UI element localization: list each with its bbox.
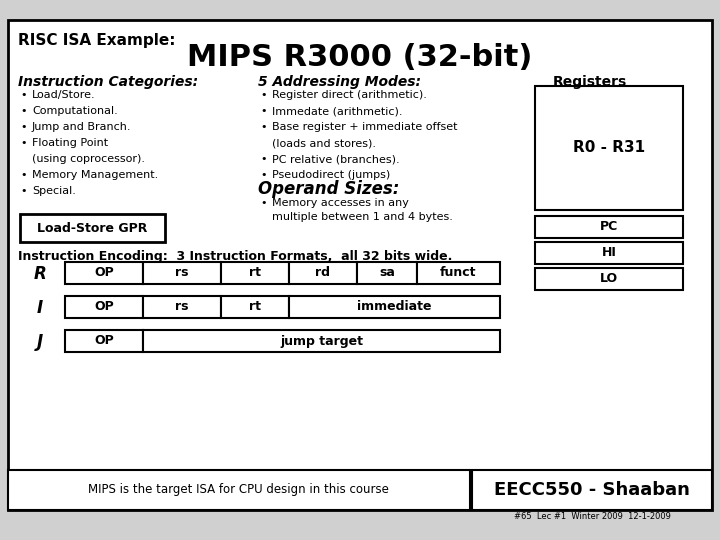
Bar [357,262,417,284]
Bar [535,86,683,210]
Bar [143,296,221,318]
Text: Load-Store GPR: Load-Store GPR [37,221,147,234]
Text: #65  Lec #1  Winter 2009  12-1-2009: #65 Lec #1 Winter 2009 12-1-2009 [513,512,670,521]
Text: R: R [34,265,46,283]
Bar [65,330,143,352]
Text: MIPS is the target ISA for CPU design in this course: MIPS is the target ISA for CPU design in… [88,483,388,496]
Text: •: • [20,106,27,116]
Text: MIPS R3000 (32-bit): MIPS R3000 (32-bit) [187,43,533,72]
Text: rs: rs [175,300,189,314]
Text: (using coprocessor).: (using coprocessor). [32,154,145,164]
Text: Load/Store.: Load/Store. [32,90,96,100]
Text: I: I [37,299,43,317]
Text: Pseudodirect (jumps): Pseudodirect (jumps) [272,170,390,180]
Text: jump target: jump target [280,334,363,348]
Text: immediate: immediate [357,300,432,314]
Text: multiple between 1 and 4 bytes.: multiple between 1 and 4 bytes. [272,212,453,222]
Text: (loads and stores).: (loads and stores). [272,138,376,148]
Bar [65,296,143,318]
Text: Register direct (arithmetic).: Register direct (arithmetic). [272,90,427,100]
Text: •: • [260,122,266,132]
Text: rt: rt [249,267,261,280]
Bar [535,268,683,290]
Text: EECC550 - Shaaban: EECC550 - Shaaban [494,481,690,499]
Bar [472,470,712,510]
Text: funct: funct [440,267,477,280]
Bar [20,214,165,242]
Text: RISC ISA Example:: RISC ISA Example: [18,33,176,48]
Text: Memory Management.: Memory Management. [32,170,158,180]
Text: J: J [37,333,43,351]
Bar [417,262,500,284]
Bar [289,262,357,284]
Bar [143,262,221,284]
Text: LO: LO [600,273,618,286]
Bar [535,242,683,264]
Text: Instruction Encoding:  3 Instruction Formats,  all 32 bits wide.: Instruction Encoding: 3 Instruction Form… [18,250,452,263]
Text: Instruction Categories:: Instruction Categories: [18,75,198,89]
Text: •: • [260,170,266,180]
Text: Computational.: Computational. [32,106,118,116]
Text: Jump and Branch.: Jump and Branch. [32,122,132,132]
Text: •: • [260,106,266,116]
Text: •: • [20,186,27,196]
Text: Operand Sizes:: Operand Sizes: [258,180,400,198]
Text: HI: HI [602,246,616,260]
Text: •: • [260,90,266,100]
Text: rt: rt [249,300,261,314]
Text: R0 - R31: R0 - R31 [573,140,645,156]
Text: •: • [20,90,27,100]
Text: •: • [260,198,266,208]
Text: •: • [20,138,27,148]
Text: Memory accesses in any: Memory accesses in any [272,198,409,208]
Bar [535,216,683,238]
Text: PC: PC [600,220,618,233]
Text: rs: rs [175,267,189,280]
Text: PC relative (branches).: PC relative (branches). [272,154,400,164]
Text: OP: OP [94,300,114,314]
Text: Floating Point: Floating Point [32,138,108,148]
Text: Base register + immediate offset: Base register + immediate offset [272,122,457,132]
Text: Immedate (arithmetic).: Immedate (arithmetic). [272,106,402,116]
Text: OP: OP [94,334,114,348]
Text: Registers: Registers [553,75,627,89]
Text: •: • [20,122,27,132]
Bar [221,296,289,318]
Text: rd: rd [315,267,330,280]
Bar [221,262,289,284]
Text: Special.: Special. [32,186,76,196]
Text: •: • [260,154,266,164]
Text: OP: OP [94,267,114,280]
Bar [65,262,143,284]
Text: 5 Addressing Modes:: 5 Addressing Modes: [258,75,421,89]
Bar [143,330,500,352]
Bar [8,470,470,510]
Text: sa: sa [379,267,395,280]
Text: •: • [20,170,27,180]
Bar [289,296,500,318]
